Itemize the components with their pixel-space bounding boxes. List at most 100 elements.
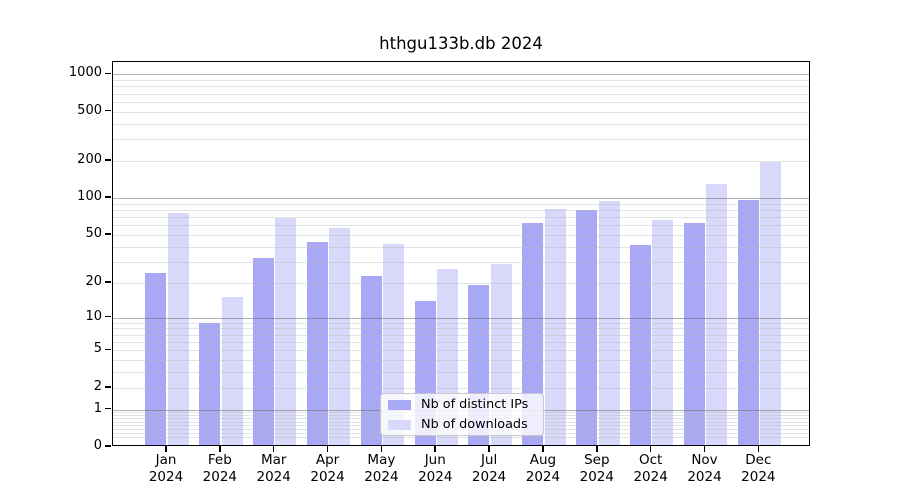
y-tick-label: 100 [77, 189, 102, 205]
x-tick-mark [649, 446, 652, 452]
y-tick-mark [105, 109, 111, 112]
major-gridline [113, 317, 809, 319]
x-tick-mark [272, 446, 275, 452]
x-tick-mark [434, 446, 437, 452]
y-tick-mark [105, 407, 111, 410]
x-tick-month: Jun [424, 452, 446, 468]
minor-gridline [113, 79, 809, 81]
minor-gridline [113, 437, 809, 439]
minor-gridline [113, 203, 809, 205]
y-tick-label: 500 [77, 102, 102, 118]
minor-gridline [113, 387, 809, 389]
y-tick-mark [105, 233, 111, 235]
x-tick-label-jan: Jan 2024 [136, 452, 196, 486]
minor-gridline [113, 111, 809, 113]
x-tick-label-sep: Sep 2024 [567, 452, 627, 486]
x-tick-year: 2024 [741, 469, 776, 485]
x-tick-mark [542, 446, 544, 452]
legend-entry: Nb of distinct IPs [381, 395, 543, 415]
bar-downloads-dec [760, 162, 782, 446]
bar-distinct-ips-feb [199, 322, 221, 446]
y-tick-mark [105, 196, 111, 198]
minor-gridline [113, 328, 809, 330]
x-tick-mark [488, 446, 490, 452]
x-tick-mark [326, 446, 329, 452]
x-tick-year: 2024 [525, 469, 561, 485]
y-tick-mark [105, 445, 111, 447]
minor-gridline [113, 209, 809, 211]
x-tick-label-dec: Dec 2024 [728, 452, 788, 486]
y-tick-label: 1000 [68, 65, 102, 81]
x-tick-month: Dec [745, 452, 772, 468]
x-tick-label-feb: Feb 2024 [190, 452, 250, 486]
minor-gridline [113, 234, 809, 236]
bar-downloads-oct [652, 220, 674, 446]
x-tick-label-may: May 2024 [351, 452, 411, 486]
y-tick-mark [105, 159, 111, 161]
minor-gridline [113, 93, 809, 95]
bar-distinct-ips-nov [683, 223, 705, 446]
minor-gridline [113, 372, 809, 374]
bar-distinct-ips-sep [576, 209, 598, 446]
x-tick-label-nov: Nov 2024 [675, 452, 735, 486]
minor-gridline [113, 261, 809, 263]
minor-gridline [113, 123, 809, 125]
x-tick-mark [380, 446, 383, 452]
legend-swatch [388, 399, 411, 410]
x-tick-month: Sep [584, 452, 610, 468]
x-tick-year: 2024 [579, 469, 614, 485]
y-tick-label: 50 [85, 225, 102, 241]
bar-distinct-ips-dec [737, 200, 759, 446]
minor-gridline [113, 246, 809, 248]
bar-distinct-ips-mar [253, 258, 274, 446]
y-tick-mark [105, 348, 111, 351]
x-tick-year: 2024 [471, 469, 507, 485]
y-tick-mark [105, 315, 111, 318]
x-tick-month: Mar [260, 452, 287, 468]
x-tick-month: Jan [155, 452, 177, 468]
bar-downloads-jan [167, 212, 189, 446]
x-tick-label-jun: Jun 2024 [405, 452, 465, 486]
y-tick-mark [105, 385, 111, 388]
x-tick-month: May [367, 452, 396, 468]
y-tick-label: 200 [77, 151, 102, 167]
x-tick-year: 2024 [418, 469, 453, 485]
major-gridline [113, 198, 809, 200]
x-tick-year: 2024 [687, 469, 722, 485]
legend-label: Nb of downloads [421, 417, 528, 432]
chart-title: hthgu133b.db 2024 [379, 34, 543, 53]
bar-distinct-ips-apr [306, 241, 328, 446]
x-tick-month: Feb [207, 452, 232, 468]
legend-label: Nb of distinct IPs [421, 397, 529, 412]
y-tick-label: 5 [93, 341, 102, 357]
minor-gridline [113, 322, 809, 324]
x-tick-label-oct: Oct 2024 [621, 452, 681, 486]
x-tick-month: Apr [315, 452, 340, 468]
x-tick-label-jul: Jul 2024 [459, 452, 519, 486]
legend: Nb of distinct IPs Nb of downloads [380, 393, 544, 436]
bar-downloads-feb [221, 297, 243, 446]
x-tick-year: 2024 [633, 469, 668, 485]
minor-gridline [113, 360, 809, 362]
bar-downloads-sep [598, 200, 620, 446]
x-tick-year: 2024 [364, 469, 399, 485]
minor-gridline [113, 217, 809, 219]
y-tick-label: 10 [85, 308, 102, 324]
y-tick-label: 1 [93, 400, 102, 416]
x-tick-month: Jul [480, 452, 498, 468]
minor-gridline [113, 160, 809, 162]
x-tick-year: 2024 [256, 469, 291, 485]
x-tick-mark [596, 446, 598, 452]
legend-entry: Nb of downloads [381, 415, 543, 435]
x-tick-label-mar: Mar 2024 [244, 452, 304, 486]
x-tick-label-aug: Aug 2024 [513, 452, 573, 486]
bar-distinct-ips-aug [522, 222, 544, 446]
x-tick-mark [165, 446, 167, 452]
minor-gridline [113, 139, 809, 141]
bar-distinct-ips-oct [629, 245, 651, 446]
y-tick-label: 0 [93, 438, 102, 453]
minor-gridline [113, 225, 809, 227]
y-tick-mark [105, 72, 111, 75]
y-tick-label: 20 [85, 273, 102, 289]
